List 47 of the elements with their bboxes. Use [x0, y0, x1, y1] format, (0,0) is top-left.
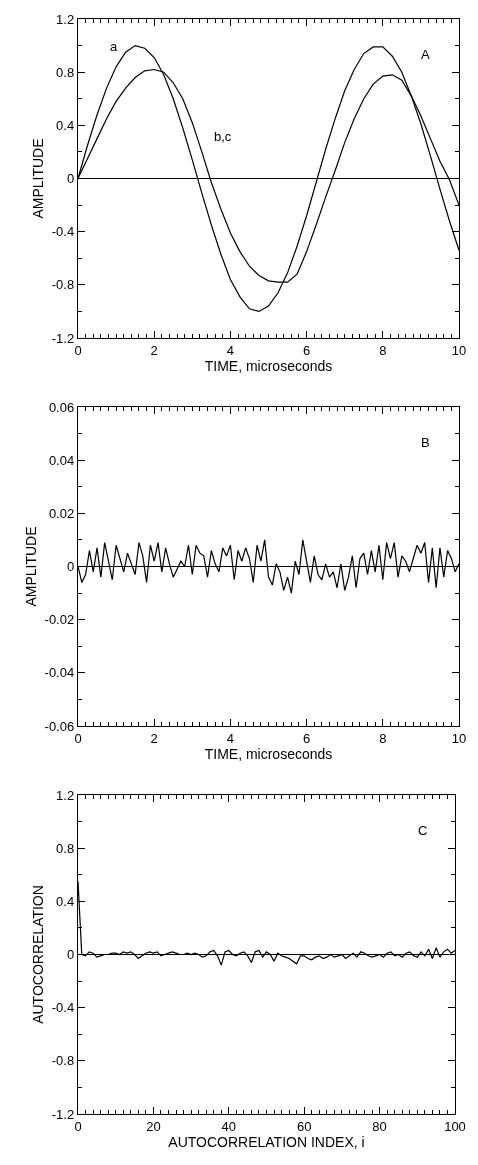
annotation: A	[421, 47, 430, 62]
x-tick-label: 20	[146, 1118, 161, 1134]
x-tick-label: 10	[451, 730, 467, 746]
y-tick-label: 0.8	[56, 840, 75, 856]
y-axis-title: AMPLITUDE	[23, 526, 40, 607]
y-tick-label: 0.4	[56, 117, 75, 133]
annotation: B	[421, 435, 430, 450]
annotation: b,c	[214, 129, 232, 144]
x-axis-title: TIME, microseconds	[204, 358, 333, 374]
y-axis-title: AUTOCORRELATION	[30, 885, 47, 1024]
y-tick-label: -0.4	[51, 224, 75, 240]
x-tick-label: 100	[444, 1118, 466, 1134]
y-tick-label: 0.4	[56, 893, 75, 909]
x-tick-label: 40	[221, 1118, 237, 1134]
annotation: C	[418, 823, 428, 838]
x-tick-label: 10	[451, 342, 467, 358]
y-tick-label: -0.02	[44, 612, 75, 628]
y-tick-label: -0.06	[44, 718, 75, 734]
x-tick-label: 60	[296, 1118, 312, 1134]
x-tick-label: 4	[226, 342, 235, 358]
x-axis-title: TIME, microseconds	[204, 746, 333, 762]
y-tick-label: 1.2	[56, 11, 75, 27]
x-tick-label: 8	[379, 730, 387, 746]
x-tick-label: 8	[379, 342, 387, 358]
x-tick-label: 2	[150, 730, 158, 746]
y-tick-label: -1.2	[51, 1106, 75, 1122]
x-axis-title: AUTOCORRELATION INDEX, i	[168, 1134, 365, 1150]
y-tick-label: 0.06	[48, 399, 75, 415]
annotation: a	[110, 39, 118, 54]
y-tick-label: 0.8	[56, 64, 75, 80]
y-tick-label: -1.2	[51, 330, 75, 346]
x-tick-label: 6	[302, 342, 311, 358]
y-tick-label: -0.8	[51, 1053, 75, 1069]
y-tick-label: 0	[66, 171, 75, 187]
y-tick-label: 0.02	[48, 505, 75, 521]
x-tick-label: 6	[302, 730, 311, 746]
y-tick-label: -0.8	[51, 277, 75, 293]
x-tick-label: 80	[372, 1118, 387, 1134]
y-tick-label: -0.4	[51, 1000, 75, 1016]
y-tick-label: 1.2	[56, 787, 75, 803]
y-tick-label: 0.04	[48, 452, 75, 468]
x-tick-label: 4	[226, 730, 235, 746]
y-axis-title: AMPLITUDE	[30, 138, 47, 219]
y-tick-label: 0	[66, 947, 75, 963]
y-tick-label: -0.04	[44, 665, 75, 681]
x-tick-label: 2	[150, 342, 158, 358]
y-tick-label: 0	[66, 559, 75, 575]
